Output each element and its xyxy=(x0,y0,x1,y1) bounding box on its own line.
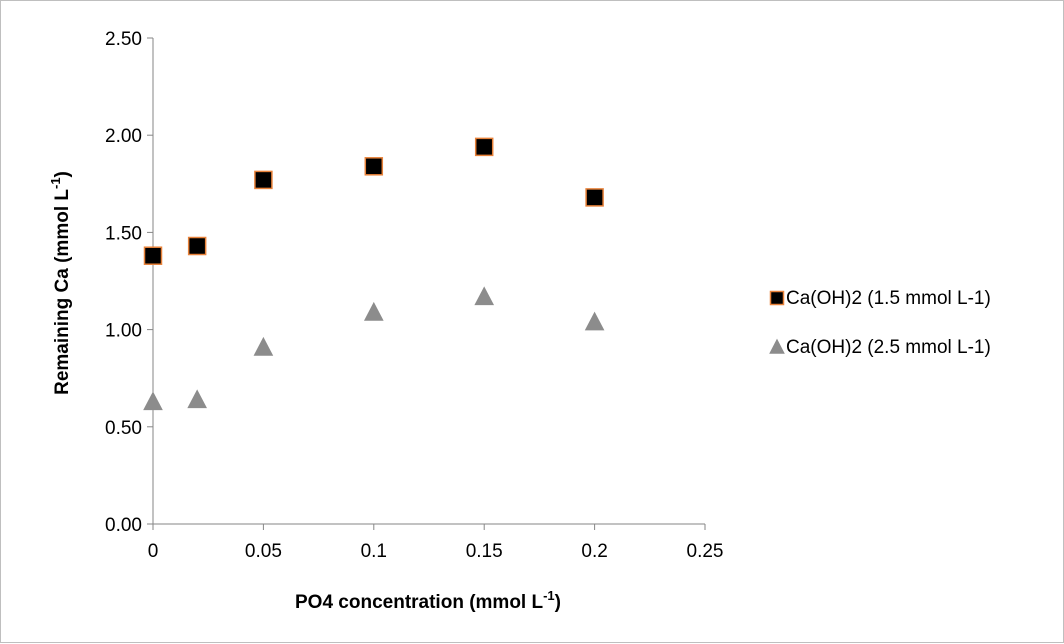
legend-label: Ca(OH)2 (2.5 mmol L-1) xyxy=(786,337,991,358)
square-point xyxy=(364,157,384,176)
legend-marker xyxy=(769,290,785,306)
y-tick-label: 0.50 xyxy=(105,418,142,439)
triangle-point xyxy=(143,391,163,411)
x-tick-label: 0.15 xyxy=(466,541,503,562)
square-point xyxy=(143,246,163,265)
y-tick-label: 2.50 xyxy=(105,29,142,50)
series-1 xyxy=(143,137,604,265)
triangle-point xyxy=(363,301,384,321)
data-marks xyxy=(143,137,605,411)
x-tick-label: 0.2 xyxy=(581,541,607,562)
square-point xyxy=(254,170,273,190)
y-axis-title: Remaining Ca (mmol L-1) xyxy=(48,171,73,395)
triangle-point xyxy=(187,389,207,409)
triangle-point xyxy=(584,311,605,331)
y-tick-label: 1.50 xyxy=(105,223,142,244)
x-tick-label: 0.1 xyxy=(361,541,387,562)
triangle-point xyxy=(474,286,495,306)
legend: Ca(OH)2 (1.5 mmol L-1) Ca(OH)2 (2.5 mmol … xyxy=(769,288,991,358)
legend-marker xyxy=(769,338,785,354)
x-axis-title: PO4 concentration (mmol L-1) xyxy=(295,588,561,613)
triangle-point xyxy=(253,336,274,356)
square-point xyxy=(474,137,494,157)
x-tick-label: 0 xyxy=(148,541,159,562)
series-2 xyxy=(143,286,605,411)
axes: 0.00 0.50 1.00 1.50 2.00 2.50 0 0.05 0.1 0.15 0.2 0… xyxy=(105,29,723,562)
square-point xyxy=(585,188,604,207)
legend-item: Ca(OH)2 (1.5 mmol L-1) xyxy=(769,288,991,309)
y-tick-label: 0.00 xyxy=(105,515,142,536)
x-tick-label: 0.05 xyxy=(245,541,282,562)
legend-item: Ca(OH)2 (2.5 mmol L-1) xyxy=(769,337,991,358)
legend-label: Ca(OH)2 (1.5 mmol L-1) xyxy=(786,288,991,309)
square-point xyxy=(187,236,207,256)
y-tick-label: 1.00 xyxy=(105,321,142,342)
y-tick-label: 2.00 xyxy=(105,126,142,147)
x-tick-label: 0.25 xyxy=(687,541,724,562)
